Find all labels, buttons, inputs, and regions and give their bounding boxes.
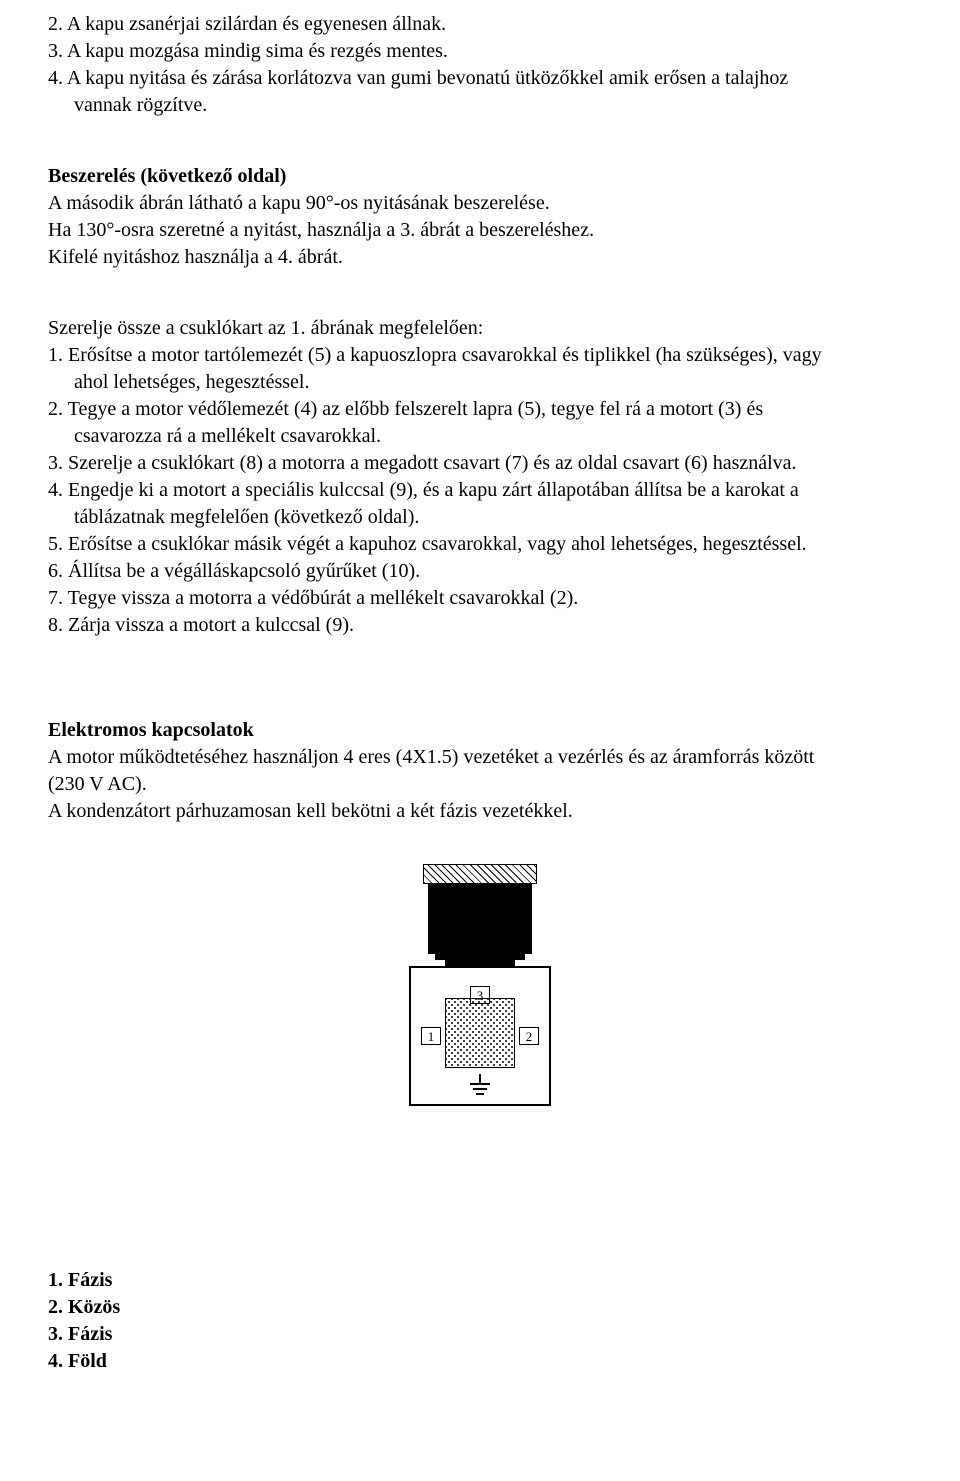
legend-item-4: 4. Föld bbox=[48, 1349, 912, 1374]
intro-item-3: 3. A kapu mozgása mindig sima és rezgés … bbox=[48, 39, 912, 64]
connector-diagram: 3 1 2 bbox=[400, 864, 560, 1106]
spacer bbox=[48, 272, 912, 316]
assembly-item-7: 7. Tegye vissza a motorra a védőbúrát a … bbox=[48, 586, 912, 611]
connector-center bbox=[445, 998, 515, 1068]
electrical-heading: Elektromos kapcsolatok bbox=[48, 718, 912, 743]
assembly-item-8: 8. Zárja vissza a motort a kulccsal (9). bbox=[48, 613, 912, 638]
assembly-lead: Szerelje össze a csuklókart az 1. ábrána… bbox=[48, 316, 912, 341]
spacer bbox=[48, 1224, 912, 1268]
electrical-line-2: A kondenzátort párhuzamosan kell bekötni… bbox=[48, 799, 912, 824]
assembly-item-3: 3. Szerelje a csuklókart (8) a motorra a… bbox=[48, 451, 912, 476]
connector-pin-2: 2 bbox=[519, 1027, 539, 1045]
connector-figure: 3 1 2 bbox=[48, 864, 912, 1106]
assembly-item-1-cont: ahol lehetséges, hegesztéssel. bbox=[48, 370, 912, 395]
spacer bbox=[48, 1146, 912, 1224]
legend-item-1: 1. Fázis bbox=[48, 1268, 912, 1293]
electrical-line-1: A motor működtetéséhez használjon 4 eres… bbox=[48, 745, 912, 770]
assembly-item-5: 5. Erősítse a csuklókar másik végét a ka… bbox=[48, 532, 912, 557]
connector-pin-1: 1 bbox=[421, 1027, 441, 1045]
install-line-2: Ha 130°-osra szeretné a nyitást, használ… bbox=[48, 218, 912, 243]
connector-body bbox=[428, 884, 532, 954]
legend-item-3: 3. Fázis bbox=[48, 1322, 912, 1347]
install-line-1: A második ábrán látható a kapu 90°-os ny… bbox=[48, 191, 912, 216]
assembly-item-1: 1. Erősítse a motor tartólemezét (5) a k… bbox=[48, 343, 912, 368]
assembly-item-6: 6. Állítsa be a végálláskapcsoló gyűrűke… bbox=[48, 559, 912, 584]
install-line-3: Kifelé nyitáshoz használja a 4. ábrát. bbox=[48, 245, 912, 270]
spacer bbox=[48, 120, 912, 164]
intro-item-4-cont: vannak rögzítve. bbox=[48, 93, 912, 118]
assembly-item-4: 4. Engedje ki a motort a speciális kulcc… bbox=[48, 478, 912, 503]
connector-hatch bbox=[423, 864, 537, 884]
spacer bbox=[48, 640, 912, 718]
legend-item-2: 2. Közös bbox=[48, 1295, 912, 1320]
assembly-item-2: 2. Tegye a motor védőlemezét (4) az előb… bbox=[48, 397, 912, 422]
assembly-item-2-cont: csavarozza rá a mellékelt csavarokkal. bbox=[48, 424, 912, 449]
ground-icon bbox=[468, 1074, 492, 1100]
electrical-line-1-cont: (230 V AC). bbox=[48, 772, 912, 797]
assembly-item-4-cont: táblázatnak megfelelően (következő oldal… bbox=[48, 505, 912, 530]
page: 2. A kapu zsanérjai szilárdan és egyenes… bbox=[0, 0, 960, 1481]
connector-plug: 3 1 2 bbox=[409, 966, 551, 1106]
intro-item-2: 2. A kapu zsanérjai szilárdan és egyenes… bbox=[48, 12, 912, 37]
install-heading: Beszerelés (következő oldal) bbox=[48, 164, 912, 189]
intro-item-4: 4. A kapu nyitása és zárása korlátozva v… bbox=[48, 66, 912, 91]
